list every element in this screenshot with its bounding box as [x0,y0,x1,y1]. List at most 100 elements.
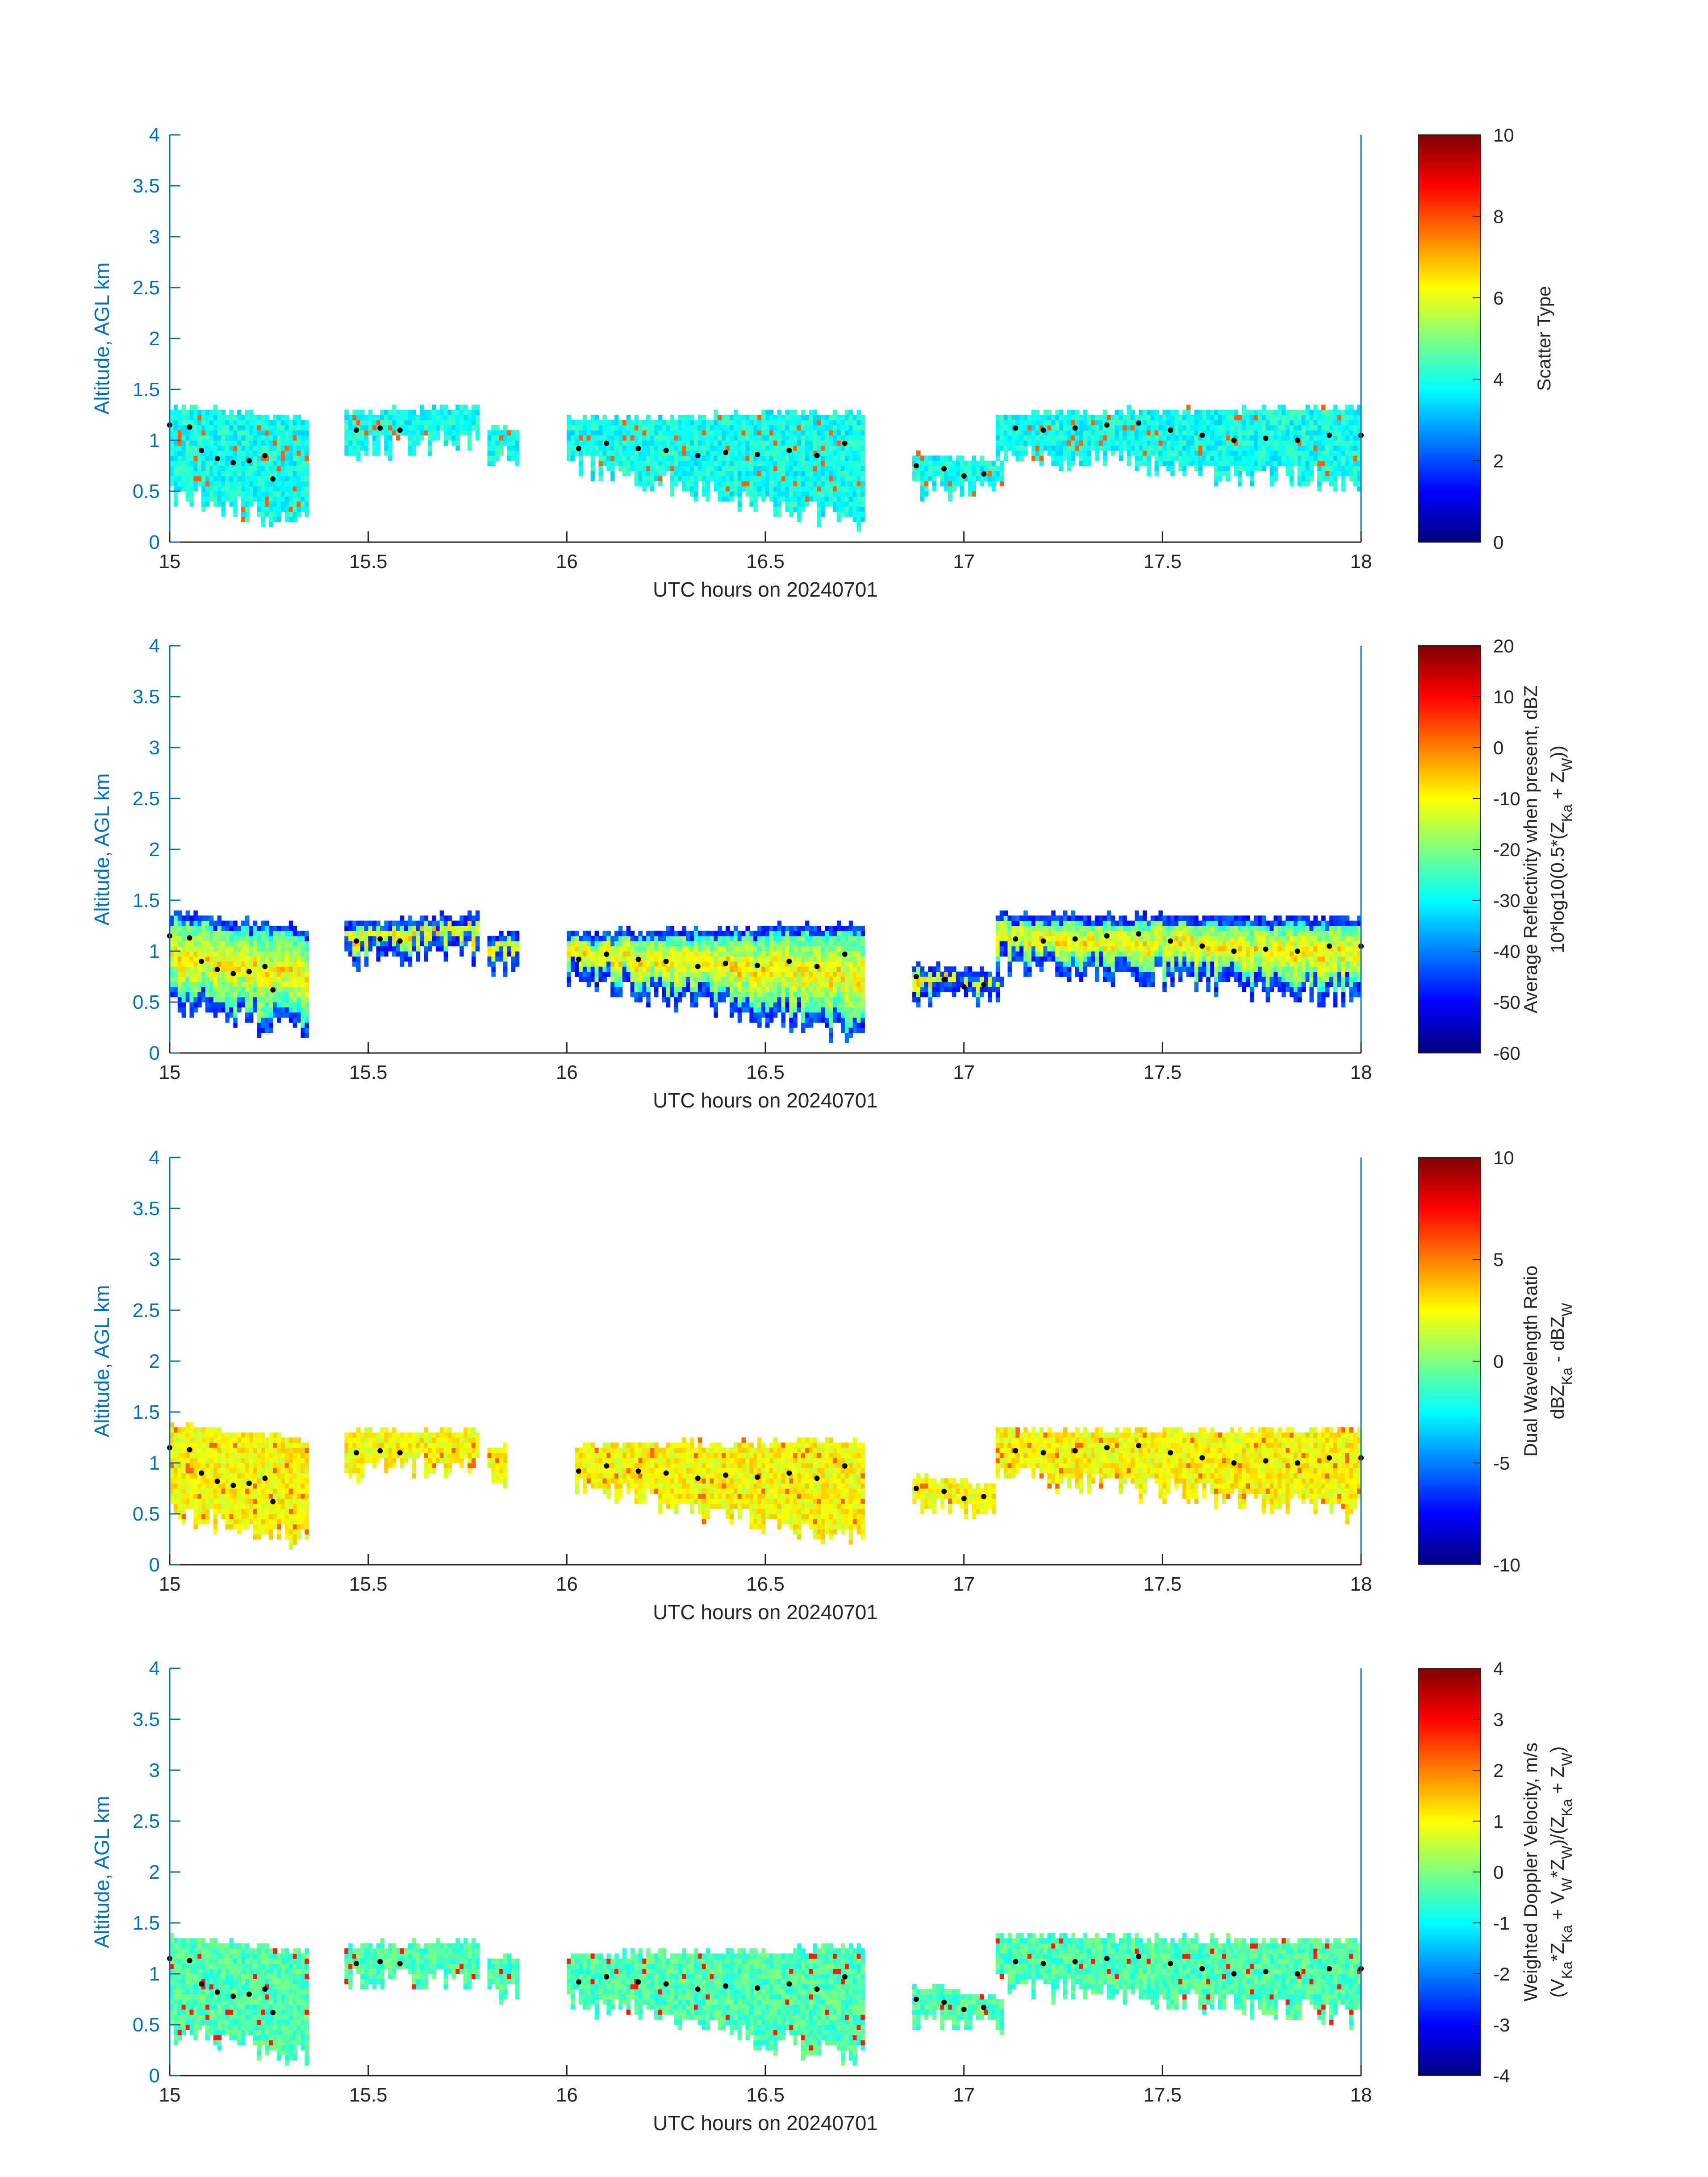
heatmap-cell [1265,409,1270,415]
heatmap-cell [237,936,242,941]
heatmap-cell [213,971,218,977]
heatmap-cell [515,956,520,962]
heatmap-cell [598,450,603,456]
heatmap-cell [273,971,277,977]
heatmap-cell [777,445,782,451]
heatmap-cell [622,445,627,451]
heatmap-cell [1067,440,1072,446]
heatmap-cell [622,951,627,957]
heatmap-cell [785,506,789,512]
heatmap-cell [1278,460,1282,466]
heatmap-cell [1059,420,1064,426]
heatmap-cell [305,445,309,451]
heatmap-cell [1313,430,1318,436]
heatmap-cell [209,430,214,436]
heatmap-cell [213,936,218,941]
heatmap-cell [690,425,694,430]
heatmap-cell [1166,409,1171,415]
heatmap-cell [662,931,667,936]
heatmap-cell [284,961,289,967]
heatmap-cell [690,450,694,456]
heatmap-cell [1274,435,1278,441]
heatmap-cell [714,471,718,476]
heatmap-cell [1206,435,1211,441]
heatmap-cell [233,1017,238,1023]
heatmap-cell [1206,415,1211,420]
heatmap-cell [821,481,825,487]
heatmap-cell [706,445,710,451]
heatmap-cell [201,986,206,992]
heatmap-cell [590,946,595,952]
heatmap-cell [269,966,273,972]
heatmap-cell [170,415,174,420]
heatmap-cell [852,496,857,502]
heatmap-cell [1305,460,1310,466]
heatmap-cell [237,471,242,476]
heatmap-cell [1142,445,1147,451]
heatmap-cell [670,455,675,461]
heatmap-cell [1139,460,1143,466]
heatmap-cell [1174,420,1179,426]
heatmap-cell [451,931,456,936]
heatmap-cell [1119,420,1123,426]
heatmap-cell [582,415,587,420]
heatmap-cell [305,966,309,972]
heatmap-cell [288,1007,293,1013]
heatmap-cell [443,946,448,952]
heatmap-cell [273,982,277,987]
heatmap-cell [626,455,631,461]
heatmap-cell [1270,415,1274,420]
heatmap-cell [305,1028,309,1033]
heatmap-cell [952,466,956,471]
heatmap-cell [296,1012,301,1018]
heatmap-cell [737,1002,742,1007]
heatmap-cell [622,941,627,947]
heatmap-cell [245,496,250,502]
heatmap-cells [170,910,1361,1043]
heatmap-cell [730,971,734,977]
heatmap-cell [697,471,702,476]
heatmap-cell [443,440,448,446]
heatmap-cell [257,501,262,507]
heatmap-cell [654,982,659,987]
heatmap-cell [741,420,746,426]
heatmap-cell [305,486,309,492]
heatmap-cell [952,471,956,476]
heatmap-cell [582,931,587,936]
heatmap-cell [650,425,655,430]
heatmap-cell [662,460,667,466]
heatmap-cell [487,956,492,962]
heatmap-cell [292,415,297,420]
heatmap-cell [618,430,623,436]
heatmap-cell [1242,425,1246,430]
heatmap-cell [670,977,675,982]
y-tick-label: 2.5 [133,277,160,299]
heatmap-cell [261,460,265,466]
heatmap-cell [432,941,436,947]
heatmap-cell [257,496,262,502]
heatmap-cell [1341,415,1345,420]
heatmap-cell [221,481,226,487]
heatmap-cell [753,430,758,436]
heatmap-cell [642,977,647,982]
heatmap-cell [284,997,289,1003]
heatmap-cell [360,420,365,426]
heatmap-cell [567,951,571,957]
heatmap-cell [408,440,413,446]
heatmap-cell [852,440,857,446]
heatmap-cell [674,931,678,936]
heatmap-cell [1178,440,1183,446]
heatmap-cell [261,435,265,441]
heatmap-cell [428,420,432,426]
heatmap-cell [1083,425,1087,430]
cloud-base-point [913,463,919,468]
heatmap-cell [980,466,984,471]
heatmap-cell [674,956,678,962]
heatmap-cell [364,946,369,952]
heatmap-cell [265,992,269,998]
heatmap-cell [253,430,258,436]
heatmap-cell [809,496,814,502]
heatmap-cell [606,420,611,426]
heatmap-cell [1115,409,1119,415]
heatmap-cell [1333,476,1338,481]
